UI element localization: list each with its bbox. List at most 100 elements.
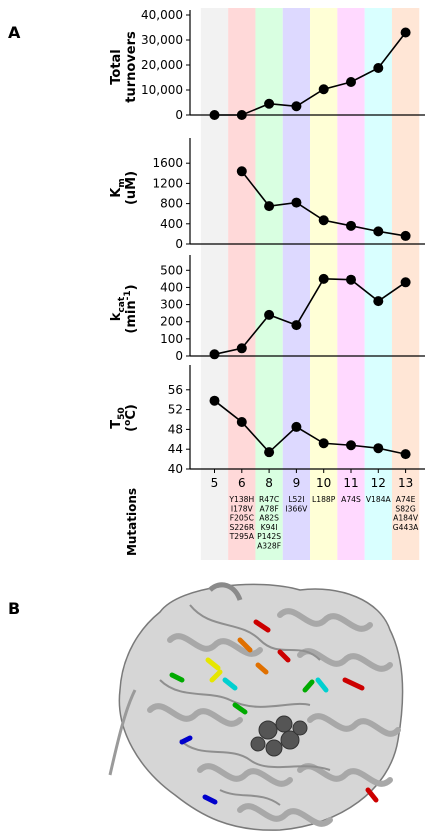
data-point-gen-9	[291, 421, 302, 432]
y-tick-label: 800	[160, 197, 183, 211]
mutation-label: T295A	[229, 532, 255, 541]
mutation-label: G443A	[393, 523, 419, 532]
data-point-gen-13	[400, 230, 411, 241]
mutation-label: A82S	[259, 514, 279, 523]
mutation-label: A74E	[396, 495, 416, 504]
mutation-label: P142S	[257, 532, 281, 541]
data-point-gen-12	[373, 63, 384, 73]
band-gen-12	[364, 8, 392, 560]
y-tick-label: 1200	[152, 176, 183, 190]
charts: 010,00020,00030,00040,000040080012001600…	[141, 8, 425, 490]
x-tick-label: 12	[371, 476, 386, 490]
band-gen-5	[200, 8, 229, 560]
y-tick-label: 400	[160, 217, 183, 231]
x-tick-label: 10	[316, 476, 331, 490]
data-point-gen-11	[346, 274, 356, 285]
data-point-gen-10	[318, 215, 329, 226]
panel-label-b: B	[8, 599, 20, 618]
mutation-label: S226R	[230, 523, 255, 532]
data-point-gen-11	[346, 77, 356, 87]
x-tick-label: 5	[211, 476, 219, 490]
data-point-gen-6	[236, 166, 247, 177]
y-tick-label: 52	[168, 403, 183, 417]
data-point-gen-6	[236, 110, 247, 120]
data-point-gen-13	[400, 449, 411, 460]
mutation-label: A74S	[341, 495, 361, 504]
data-point-gen-9	[291, 101, 302, 112]
y-tick-label: 0	[175, 237, 183, 251]
y-tick-label: 44	[168, 442, 183, 456]
y-tick-label: 1600	[152, 156, 183, 170]
y-tick-label: 10,000	[141, 83, 183, 97]
mutation-label: L188P	[312, 495, 336, 504]
y-tick-label: 200	[160, 315, 183, 329]
mutation-label: Y138H	[228, 495, 254, 504]
data-point-gen-9	[291, 320, 302, 331]
band-gen-10	[310, 8, 338, 560]
x-tick-label: 6	[238, 476, 246, 490]
generation-bands	[200, 8, 420, 560]
y-tick-label: 48	[168, 422, 183, 436]
y-tick-label: 20,000	[141, 58, 183, 72]
series-line	[214, 278, 407, 356]
y-tick-label: 0	[175, 349, 183, 363]
mutation-label: A328F	[257, 542, 281, 551]
data-point-gen-11	[346, 220, 356, 231]
mutation-label: R47C	[259, 495, 279, 504]
y-tick-label: 500	[160, 263, 183, 277]
data-point-gen-6	[236, 343, 247, 354]
data-point-gen-10	[318, 438, 329, 449]
panel-1: 0 10,000 20,000 30,000 40,000	[141, 8, 425, 122]
protein-structure	[108, 582, 404, 831]
y-tick-label: 30,000	[141, 33, 183, 47]
mutation-label: I178V	[231, 504, 254, 513]
y-tick-label: 40,000	[141, 8, 183, 22]
x-tick-label: 11	[343, 476, 358, 490]
panel-2: 0 400 800 1200 1600	[152, 138, 425, 251]
mutation-label: K94I	[261, 523, 278, 532]
panel-3: 0 100 200 300 400 500	[160, 255, 425, 363]
mutation-label: F205C	[230, 514, 254, 523]
svg-text:Total: Total	[109, 49, 124, 85]
ylabel-km: Km (uM)	[109, 171, 139, 205]
y-tick-label: 0	[175, 108, 183, 122]
data-point-gen-8	[264, 98, 275, 109]
data-point-gen-10	[318, 84, 329, 95]
mutation-label: A78F	[259, 504, 278, 513]
svg-text:(uM): (uM)	[124, 171, 139, 205]
mutation-label: I366V	[285, 504, 308, 513]
data-point-gen-5	[209, 395, 220, 406]
ylabel-total-turnovers: Total turnovers	[109, 31, 139, 103]
ylabel-t50: T50 (oC)	[109, 404, 139, 432]
ylabel-kcat: kcat (min-1)	[109, 284, 139, 333]
data-point-gen-11	[346, 440, 356, 451]
mutation-label: A184V	[393, 514, 419, 523]
mutation-label: S82G	[395, 504, 415, 513]
svg-text:turnovers: turnovers	[124, 31, 139, 103]
svg-text:(oC): (oC)	[123, 404, 139, 432]
x-tick-label: 13	[398, 476, 413, 490]
mutations-label: Mutations	[125, 488, 139, 556]
mutation-label: V184A	[366, 495, 392, 504]
x-tick-label: 9	[293, 476, 301, 490]
data-point-gen-5	[209, 349, 220, 360]
y-tick-label: 56	[168, 383, 183, 397]
data-point-gen-10	[318, 273, 329, 284]
data-point-gen-9	[291, 197, 302, 208]
y-tick-label: 300	[160, 298, 183, 312]
band-gen-6	[228, 8, 256, 560]
mutation-label: L52I	[288, 495, 304, 504]
x-tick-label: 8	[265, 476, 273, 490]
data-point-gen-13	[400, 27, 411, 38]
data-point-gen-13	[400, 277, 411, 288]
data-point-gen-12	[373, 226, 384, 237]
panel-label-a: A	[8, 23, 21, 42]
y-tick-label: 40	[168, 462, 183, 476]
data-point-gen-5	[209, 110, 220, 120]
data-point-gen-6	[236, 416, 247, 427]
y-tick-label: 400	[160, 280, 183, 294]
data-point-gen-8	[264, 201, 275, 212]
